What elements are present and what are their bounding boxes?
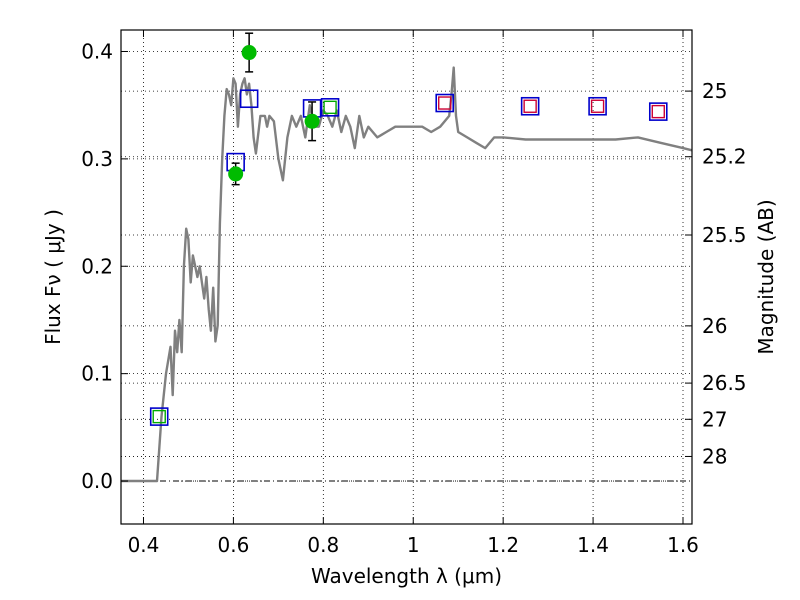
- x-tick-label: 1.4: [577, 533, 609, 557]
- magnitude-tick-label: 26: [702, 314, 727, 338]
- magnitude-tick-label: 25.2: [702, 145, 747, 169]
- photometry-square: [520, 96, 540, 116]
- spectrum-line: [121, 66, 693, 483]
- plot-frame: [120, 29, 693, 525]
- x-tick-label: 0.4: [128, 533, 160, 557]
- photometry-square: [239, 89, 259, 109]
- photometry-square: [320, 98, 340, 117]
- x-tick-label: 1.2: [487, 533, 519, 557]
- photometry-inner-square: [323, 100, 337, 115]
- x-tick-label: 0.8: [307, 533, 339, 557]
- magnitude-tick-label: 25: [702, 79, 727, 103]
- photometry-inner-square: [651, 104, 665, 119]
- measurement-point: [304, 113, 320, 129]
- ticks: 0.4 0.6 0.8 1 1.2 1.4 1.6 0.0 0.1 0.2 0.3 0.4 25 25.2…: [81, 30, 747, 557]
- grid: [121, 30, 692, 524]
- photometry-square: [149, 407, 169, 426]
- photometry-inner-square: [590, 99, 605, 113]
- photometry-square: [588, 96, 607, 116]
- x-tick-label: 1: [407, 533, 420, 557]
- photometry-square: [648, 102, 668, 121]
- magnitude-tick-label: 25.5: [702, 223, 747, 247]
- x-axis-label: Wavelength λ (μm): [311, 564, 502, 588]
- y-tick-label: 0.1: [81, 362, 113, 386]
- measurement-point: [228, 166, 244, 182]
- y-tick-label: 0.3: [81, 147, 113, 171]
- magnitude-tick-label: 27: [702, 407, 727, 431]
- photometry-inner-square: [152, 409, 166, 424]
- magnitude-tick-label: 26.5: [702, 371, 747, 395]
- y-tick-label: 0.0: [81, 469, 113, 493]
- x-tick-label: 1.6: [667, 533, 699, 557]
- y-tick-label: 0.2: [81, 254, 113, 278]
- photometry-square: [435, 93, 455, 113]
- magnitude-tick-label: 28: [702, 444, 727, 468]
- spectrum-series: [121, 66, 693, 483]
- x-tick-label: 0.6: [217, 533, 249, 557]
- photometry-inner-square: [523, 99, 537, 113]
- photometry-inner-square: [438, 96, 452, 110]
- photometry-points: [149, 32, 668, 426]
- y-tick-label: 0.4: [81, 39, 113, 63]
- y-axis-label: Flux Fν ( μJy ): [41, 209, 65, 345]
- measurement-point: [241, 45, 257, 61]
- y-axis-label-right: Magnitude (AB): [754, 199, 778, 354]
